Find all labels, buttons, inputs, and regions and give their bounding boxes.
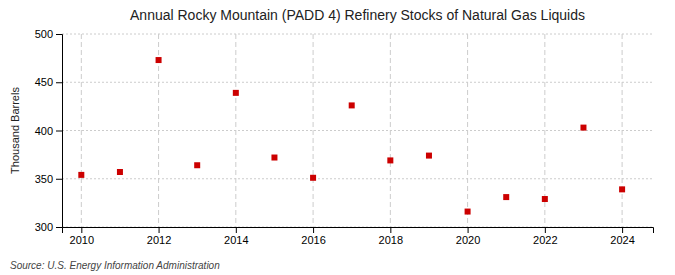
tick-mark <box>468 227 469 233</box>
tick-mark <box>159 227 160 233</box>
point-square <box>194 162 200 168</box>
v-grid-line <box>467 34 468 227</box>
tick-label: 500 <box>35 28 53 40</box>
tick: 400 <box>35 125 62 137</box>
tick: 2016 <box>301 227 325 246</box>
tick-mark <box>56 227 62 228</box>
v-grid-line <box>235 34 236 227</box>
tick: 350 <box>35 173 62 185</box>
tick: 300 <box>35 221 62 233</box>
chart-svg: 2010 2012 2014 2016 2018 2020 2022 2024 300 350 40… <box>0 0 675 275</box>
y-axis-label: Thousand Barrels <box>9 87 21 174</box>
point-square <box>426 153 432 159</box>
tick: 2012 <box>147 227 171 246</box>
points <box>78 57 625 215</box>
point-square <box>580 125 586 131</box>
point-square <box>465 209 471 215</box>
tick-mark <box>622 227 623 233</box>
h-grid-line <box>62 82 653 83</box>
point-square <box>619 186 625 192</box>
tick-label: 2014 <box>224 234 248 246</box>
tick: 2010 <box>70 227 94 246</box>
tick-mark <box>545 227 546 233</box>
tick-label: 2010 <box>70 234 94 246</box>
v-grid-line <box>81 34 82 227</box>
title: Annual Rocky Mountain (PADD 4) Refinery … <box>130 7 585 23</box>
tick: 450 <box>35 76 62 88</box>
x-axis: 2010 2012 2014 2016 2018 2020 2022 2024 <box>63 227 654 246</box>
tick-mark <box>81 227 82 233</box>
tick-mark <box>313 227 314 233</box>
tick: 2020 <box>456 227 480 246</box>
h-grid-line <box>62 34 653 35</box>
point-square <box>233 90 239 96</box>
point-square <box>503 194 509 200</box>
point-square <box>349 102 355 108</box>
tick-label: 2022 <box>533 234 557 246</box>
tick-label: 2024 <box>610 234 634 246</box>
tick: 2018 <box>379 227 403 246</box>
plot-area: 2010 2012 2014 2016 2018 2020 2022 2024 300 350 40… <box>35 28 654 246</box>
tick-mark <box>56 131 62 132</box>
tick: 2024 <box>610 227 634 246</box>
tick-label: 2016 <box>301 234 325 246</box>
tick-label: 450 <box>35 76 53 88</box>
point-square <box>271 155 277 161</box>
v-grid-line <box>390 34 391 227</box>
point-square <box>387 157 393 163</box>
tick-mark <box>236 227 237 233</box>
h-grid-line <box>62 130 653 131</box>
point-square <box>310 175 316 181</box>
v-grid-line <box>313 34 314 227</box>
tick: 2014 <box>224 227 248 246</box>
tick-label: 2012 <box>147 234 171 246</box>
tick-label: 300 <box>35 221 53 233</box>
h-grid-line <box>62 178 653 179</box>
tick-mark <box>56 82 62 83</box>
point-square <box>542 196 548 202</box>
tick-label: 400 <box>35 125 53 137</box>
tick-mark <box>56 34 62 35</box>
grid <box>62 34 653 227</box>
v-grid-line <box>622 34 623 227</box>
tick-label: 2020 <box>456 234 480 246</box>
tick: 500 <box>35 28 62 40</box>
point-square <box>78 172 84 178</box>
tick-mark <box>390 227 391 233</box>
axis-line <box>63 228 654 234</box>
y-axis: 300 350 400 450 500 <box>35 28 63 233</box>
point-square <box>117 169 123 175</box>
point-square <box>156 57 162 63</box>
tick-label: 2018 <box>379 234 403 246</box>
annotation: Source: U.S. Energy Information Administ… <box>10 260 220 271</box>
tick-label: 350 <box>35 173 53 185</box>
tick-mark <box>56 179 62 180</box>
axis-line <box>56 35 63 228</box>
tick: 2022 <box>533 227 557 246</box>
